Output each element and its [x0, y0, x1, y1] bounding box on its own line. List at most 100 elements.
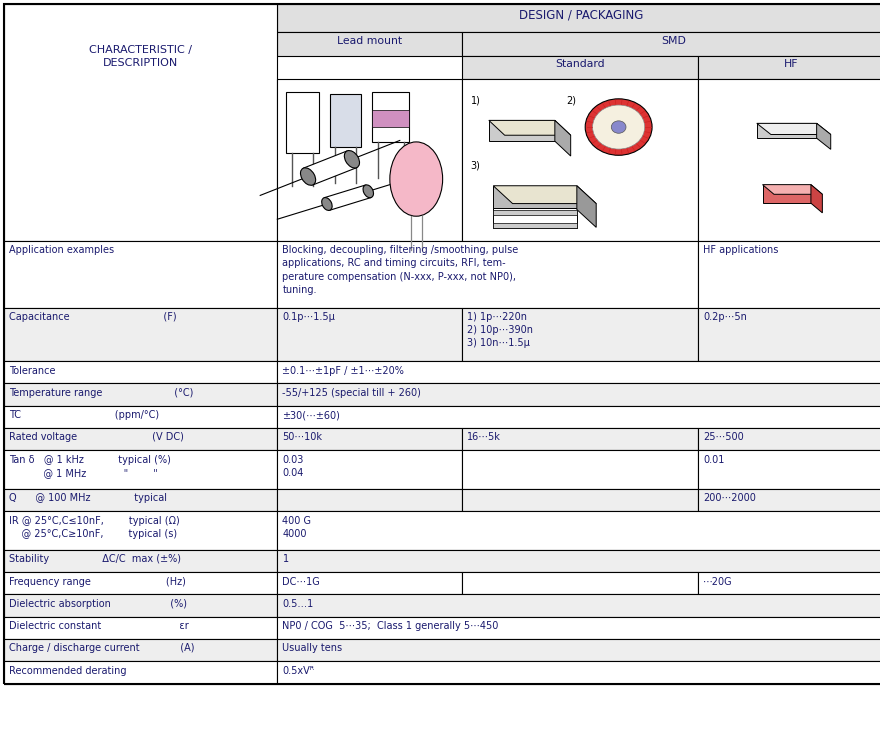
Polygon shape	[555, 120, 571, 156]
Text: Capacitance                              (F): Capacitance (F)	[9, 312, 176, 322]
Polygon shape	[304, 151, 356, 185]
Polygon shape	[817, 123, 831, 149]
Bar	[462, 308, 698, 361]
Text: Blocking, decoupling, filtering /smoothing, pulse
applications, RC and timing ci: Blocking, decoupling, filtering /smoothi…	[282, 245, 518, 295]
Bar	[277, 32, 462, 56]
Text: 0.5…1: 0.5…1	[282, 599, 314, 609]
Bar	[4, 308, 277, 361]
Circle shape	[585, 99, 652, 155]
Text: Standard: Standard	[555, 59, 605, 69]
Text: 16⋯5k: 16⋯5k	[467, 432, 501, 442]
Ellipse shape	[363, 185, 373, 198]
Text: 1): 1)	[471, 96, 480, 106]
Text: 0.2p⋯5n: 0.2p⋯5n	[703, 312, 747, 322]
Text: Frequency range                        (Hz): Frequency range (Hz)	[9, 577, 186, 586]
Text: IR @ 25°C,C≤10nF,        typical (Ω)
    @ 25°C,C≥10nF,        typical (s): IR @ 25°C,C≤10nF, typical (Ω) @ 25°C,C≥1…	[9, 516, 180, 539]
Text: Application examples: Application examples	[9, 245, 114, 255]
Bar	[330, 94, 361, 147]
Bar	[462, 32, 880, 56]
Bar	[493, 223, 577, 228]
Text: NP0 / COG  5⋯35;  Class 1 generally 5⋯450: NP0 / COG 5⋯35; Class 1 generally 5⋯450	[282, 621, 499, 631]
Bar	[4, 361, 277, 383]
Bar	[277, 511, 880, 550]
Bar	[4, 428, 277, 450]
Bar	[277, 241, 698, 308]
Polygon shape	[324, 185, 371, 210]
Text: 1) 1p⋯220n
2) 10p⋯390n
3) 10n⋯1.5μ: 1) 1p⋯220n 2) 10p⋯390n 3) 10n⋯1.5μ	[467, 312, 533, 348]
Text: 0.5xVᴿ: 0.5xVᴿ	[282, 666, 314, 675]
Bar	[277, 308, 462, 361]
Text: 200⋯2000: 200⋯2000	[703, 493, 756, 503]
Bar	[4, 550, 277, 572]
Polygon shape	[577, 186, 597, 227]
Ellipse shape	[300, 168, 316, 185]
Polygon shape	[757, 123, 817, 138]
Bar	[277, 79, 462, 241]
Bar	[462, 489, 698, 511]
Bar	[277, 617, 880, 639]
Text: ±0.1⋯±1pF / ±1⋯±20%: ±0.1⋯±1pF / ±1⋯±20%	[282, 366, 404, 375]
Text: CHARACTERISTIC /
DESCRIPTION: CHARACTERISTIC / DESCRIPTION	[89, 45, 193, 68]
Text: Rated voltage                        (V DC): Rated voltage (V DC)	[9, 432, 184, 442]
Polygon shape	[489, 120, 571, 135]
Bar	[698, 489, 880, 511]
Text: Usually tens: Usually tens	[282, 643, 342, 653]
Text: ⋯20G: ⋯20G	[703, 577, 733, 586]
Text: ±30(⋯±60): ±30(⋯±60)	[282, 410, 341, 420]
Text: 0.1p⋯1.5μ: 0.1p⋯1.5μ	[282, 312, 335, 322]
Bar	[277, 639, 880, 661]
Bar	[4, 4, 277, 241]
Bar	[277, 450, 462, 489]
Bar	[4, 406, 277, 428]
Text: 25⋯500: 25⋯500	[703, 432, 744, 442]
Bar	[277, 4, 880, 32]
Bar	[4, 241, 277, 308]
Bar	[698, 450, 880, 489]
Text: 400 G
4000: 400 G 4000	[282, 516, 312, 539]
Bar	[277, 428, 462, 450]
Circle shape	[592, 105, 645, 149]
Bar	[277, 572, 462, 594]
Bar	[462, 428, 698, 450]
Text: Q      @ 100 MHz              typical: Q @ 100 MHz typical	[9, 493, 167, 503]
Text: 1: 1	[282, 554, 289, 564]
Bar	[277, 406, 880, 428]
Polygon shape	[489, 120, 555, 141]
Text: Temperature range                       (°C): Temperature range (°C)	[9, 388, 194, 398]
Bar	[462, 79, 698, 241]
Bar	[277, 361, 880, 383]
Polygon shape	[762, 185, 823, 195]
Text: HF applications: HF applications	[703, 245, 779, 255]
Polygon shape	[757, 123, 831, 134]
Bar	[4, 572, 277, 594]
Text: HF: HF	[784, 59, 798, 69]
Text: Stability                 ΔC/C  max (±%): Stability ΔC/C max (±%)	[9, 554, 180, 564]
Bar	[4, 594, 277, 617]
Bar	[698, 308, 880, 361]
Bar	[372, 109, 409, 127]
Text: Recommended derating: Recommended derating	[9, 666, 127, 675]
Text: DC⋯1G: DC⋯1G	[282, 577, 320, 586]
Bar	[493, 210, 577, 215]
Bar	[372, 92, 409, 142]
Bar	[462, 572, 698, 594]
Text: Charge / discharge current             (A): Charge / discharge current (A)	[9, 643, 194, 653]
Polygon shape	[811, 185, 823, 212]
Circle shape	[612, 121, 626, 133]
Polygon shape	[493, 186, 597, 204]
Bar	[4, 661, 277, 684]
Bar	[277, 489, 462, 511]
Bar	[277, 550, 880, 572]
Text: 3): 3)	[471, 160, 480, 170]
Text: Tan δ   @ 1 kHz           typical (%)
           @ 1 MHz            "        ": Tan δ @ 1 kHz typical (%) @ 1 MHz " "	[9, 455, 171, 478]
Bar	[462, 450, 698, 489]
Bar	[698, 428, 880, 450]
Text: 2): 2)	[566, 96, 576, 106]
Text: -55/+125 (special till + 260): -55/+125 (special till + 260)	[282, 388, 422, 398]
Bar	[462, 56, 698, 79]
Bar	[4, 450, 277, 489]
Polygon shape	[762, 185, 811, 204]
Text: DESIGN / PACKAGING: DESIGN / PACKAGING	[518, 8, 643, 21]
Bar	[4, 489, 277, 511]
Bar	[4, 639, 277, 661]
